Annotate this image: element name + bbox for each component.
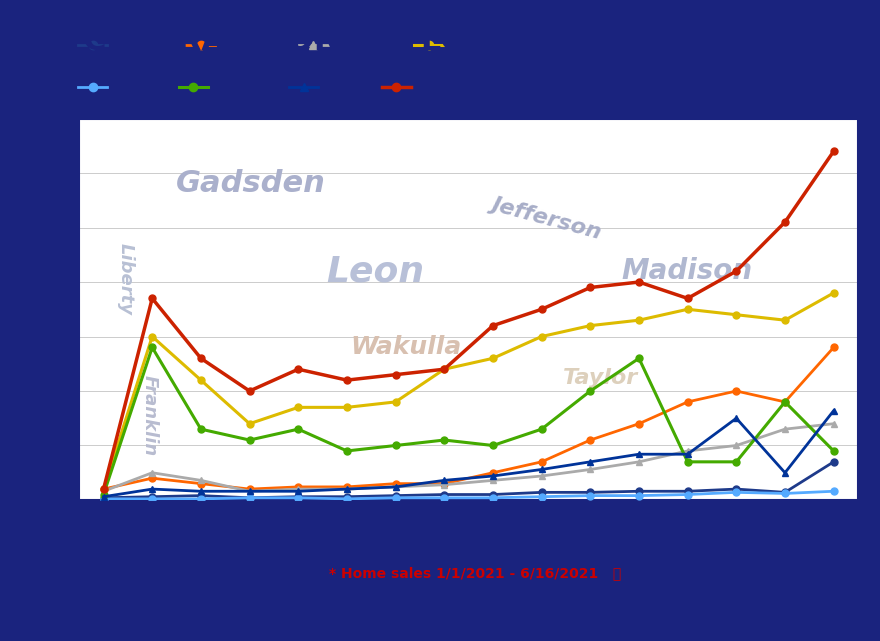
Text: Jefferson: Jefferson	[489, 194, 604, 242]
Text: Madison: Madison	[621, 257, 752, 285]
Text: Source: Tallahassee MLS: Source: Tallahassee MLS	[678, 567, 870, 581]
Text: * Home sales 1/1/2021 - 6/16/2021   👋: * Home sales 1/1/2021 - 6/16/2021 👋	[329, 567, 621, 581]
Text: Gadsden: Gadsden	[176, 169, 326, 198]
Text: Wakulla: Wakulla	[350, 335, 462, 360]
Text: CENTRAL-NORTH-FLORIDA HOME SALES: CENTRAL-NORTH-FLORIDA HOME SALES	[83, 26, 797, 57]
Legend: Liberty, Madison, Taylor, Wakulla: Liberty, Madison, Taylor, Wakulla	[78, 81, 476, 94]
Text: Liberty: Liberty	[117, 243, 135, 315]
Text: Franklin: Franklin	[140, 376, 158, 456]
Text: 350: 350	[38, 119, 62, 131]
Text: Taylor: Taylor	[563, 368, 639, 388]
Text: Leon: Leon	[326, 254, 424, 288]
Text: Prepared by Joe Manausa for the Tallahassee Real Estate Website  www.Manausa.com: Prepared by Joe Manausa for the Tallahas…	[177, 597, 774, 610]
Y-axis label: NUMBER OF HOMES SOLD: NUMBER OF HOMES SOLD	[36, 229, 46, 390]
